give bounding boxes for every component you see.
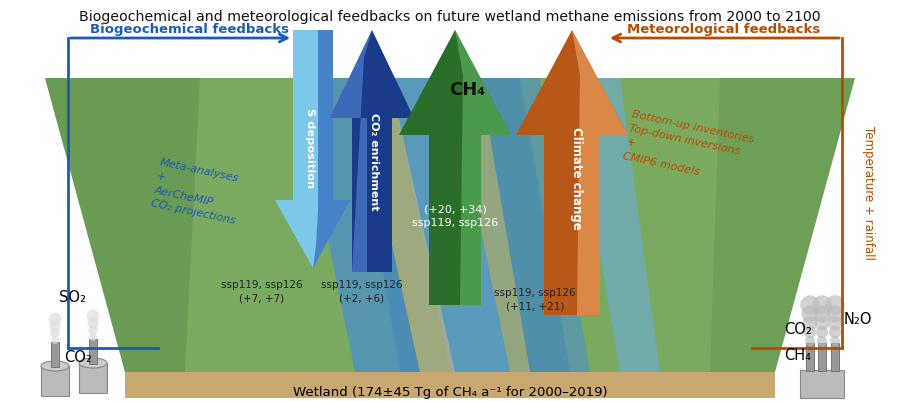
Polygon shape [516, 30, 628, 315]
Circle shape [50, 320, 60, 332]
Bar [818, 343, 826, 371]
Circle shape [826, 306, 843, 322]
Polygon shape [45, 78, 200, 372]
Polygon shape [570, 78, 660, 372]
Text: Meteorological feedbacks: Meteorological feedbacks [626, 24, 820, 36]
Circle shape [804, 326, 816, 338]
Bar [89, 339, 97, 364]
Circle shape [800, 295, 820, 315]
Circle shape [814, 316, 830, 330]
Text: Bottom-up inventories
Top-down inversions
+
CMIP6 models: Bottom-up inventories Top-down inversion… [622, 109, 754, 186]
Polygon shape [330, 30, 414, 272]
Circle shape [86, 310, 99, 322]
Text: CO₂: CO₂ [784, 322, 812, 338]
Polygon shape [572, 30, 628, 315]
Polygon shape [350, 78, 570, 372]
Text: S deposition: S deposition [305, 108, 315, 188]
Ellipse shape [79, 358, 107, 368]
Polygon shape [125, 372, 775, 398]
Polygon shape [295, 78, 420, 372]
Text: Temperature + rainfall: Temperature + rainfall [861, 126, 875, 260]
Circle shape [817, 336, 827, 346]
Circle shape [87, 318, 99, 328]
Polygon shape [450, 78, 530, 372]
Text: (+20, +34)
ssp119, ssp126: (+20, +34) ssp119, ssp126 [412, 205, 498, 228]
Circle shape [815, 326, 828, 338]
Circle shape [828, 316, 842, 330]
Bar [800, 370, 844, 398]
Polygon shape [710, 78, 855, 372]
Circle shape [88, 325, 98, 335]
Bar [41, 366, 69, 396]
Text: SO₂: SO₂ [58, 290, 86, 306]
Circle shape [825, 295, 845, 315]
Text: Climate change: Climate change [571, 127, 583, 229]
Bar [51, 342, 59, 367]
Text: CH₄: CH₄ [449, 81, 485, 99]
Polygon shape [455, 30, 511, 305]
Circle shape [829, 326, 842, 338]
Polygon shape [480, 78, 590, 372]
Polygon shape [275, 30, 351, 268]
Circle shape [803, 316, 817, 330]
Circle shape [50, 328, 59, 338]
Polygon shape [399, 30, 511, 305]
Polygon shape [313, 30, 351, 268]
Text: ssp119, ssp126
(+2, +6): ssp119, ssp126 (+2, +6) [321, 280, 403, 303]
Bar [831, 343, 839, 371]
Bar [79, 363, 107, 393]
Text: Meta-analyses
+
AerCheMIP
CO₂ projections: Meta-analyses + AerCheMIP CO₂ projection… [150, 158, 245, 227]
Bar [806, 343, 814, 371]
Text: CH₄: CH₄ [785, 348, 812, 363]
Circle shape [49, 313, 61, 325]
Circle shape [814, 306, 831, 322]
Polygon shape [390, 78, 510, 372]
Text: ssp119, ssp126
(+11, +21): ssp119, ssp126 (+11, +21) [494, 288, 576, 311]
Text: ssp119, ssp126
(+7, +7): ssp119, ssp126 (+7, +7) [221, 280, 302, 303]
Text: CO₂ enrichment: CO₂ enrichment [369, 113, 379, 211]
Circle shape [801, 306, 819, 322]
Text: CO₂: CO₂ [64, 350, 92, 365]
Circle shape [830, 336, 840, 346]
Text: Biogeochemical and meteorological feedbacks on future wetland methane emissions : Biogeochemical and meteorological feedba… [79, 10, 821, 24]
Ellipse shape [41, 361, 69, 371]
Text: N₂O: N₂O [844, 312, 872, 328]
Polygon shape [355, 78, 455, 372]
Circle shape [51, 336, 59, 344]
Text: Wetland (174±45 Tg of CH₄ a⁻¹ for 2000–2019): Wetland (174±45 Tg of CH₄ a⁻¹ for 2000–2… [292, 386, 608, 399]
Circle shape [812, 295, 832, 315]
Circle shape [89, 333, 97, 341]
Circle shape [805, 336, 815, 346]
Polygon shape [330, 30, 372, 272]
Text: Biogeochemical feedbacks: Biogeochemical feedbacks [90, 24, 289, 36]
Polygon shape [45, 78, 855, 372]
